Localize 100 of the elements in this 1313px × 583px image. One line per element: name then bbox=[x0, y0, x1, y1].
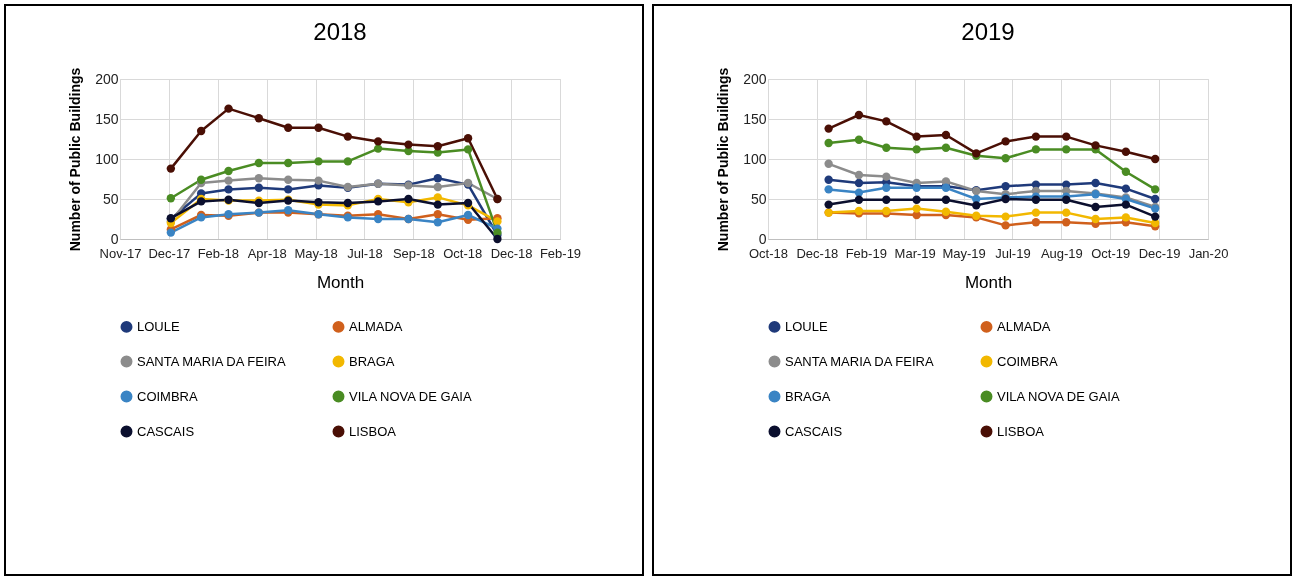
point bbox=[283, 123, 292, 132]
point bbox=[1031, 145, 1041, 154]
point bbox=[1091, 202, 1100, 212]
point bbox=[941, 195, 951, 204]
point bbox=[223, 104, 233, 113]
point bbox=[433, 182, 442, 192]
legend-label: LOULE bbox=[136, 318, 180, 334]
legend-label: CASCAIS bbox=[136, 423, 194, 439]
x-tick-label: Oct-18 bbox=[748, 245, 789, 261]
y-tick-label: 50 bbox=[750, 190, 767, 207]
point bbox=[223, 166, 233, 176]
point bbox=[882, 117, 891, 126]
point bbox=[912, 145, 921, 154]
legend-label: VILA NOVA DE GAIA bbox=[997, 388, 1120, 404]
legend-label: LISBOA bbox=[348, 423, 396, 439]
point bbox=[196, 126, 205, 136]
x-tick-label: Oct-19 bbox=[1091, 245, 1131, 261]
point bbox=[824, 175, 833, 184]
x-tick-label: Oct-18 bbox=[442, 245, 482, 261]
point bbox=[1001, 221, 1010, 230]
x-tick-label: Jul-19 bbox=[995, 245, 1031, 261]
point bbox=[972, 201, 981, 210]
point bbox=[433, 218, 442, 227]
point bbox=[463, 210, 472, 220]
x-tick-label: Aug-19 bbox=[1040, 245, 1083, 261]
point bbox=[254, 174, 263, 183]
point bbox=[254, 114, 263, 123]
point bbox=[1151, 185, 1160, 194]
point bbox=[403, 194, 413, 204]
point bbox=[1121, 213, 1131, 222]
point bbox=[196, 175, 205, 184]
point bbox=[166, 164, 175, 173]
x-tick-label: Apr-18 bbox=[247, 245, 287, 261]
x-tick-label: Jul-18 bbox=[346, 245, 383, 261]
y-tick-label: 0 bbox=[110, 230, 119, 247]
legend-label: SANTA MARIA DA FEIRA bbox=[136, 353, 286, 369]
point bbox=[1062, 145, 1071, 154]
point bbox=[912, 195, 921, 204]
point bbox=[1091, 178, 1100, 188]
point bbox=[313, 123, 323, 132]
x-tick-label: Feb-18 bbox=[197, 245, 239, 261]
point bbox=[941, 207, 951, 216]
y-tick-label: 100 bbox=[94, 150, 119, 167]
point bbox=[1151, 154, 1160, 164]
point bbox=[1151, 194, 1160, 204]
point bbox=[824, 200, 833, 209]
point bbox=[343, 157, 352, 166]
point bbox=[912, 204, 921, 213]
point bbox=[283, 185, 292, 194]
point bbox=[283, 175, 292, 184]
point bbox=[854, 195, 864, 204]
point bbox=[1091, 214, 1100, 224]
legend-label: BRAGA bbox=[785, 388, 831, 404]
point bbox=[403, 140, 413, 149]
x-tick-label: Sep-18 bbox=[392, 245, 435, 261]
y-tick-label: 200 bbox=[94, 70, 119, 87]
point bbox=[433, 210, 442, 219]
point bbox=[1121, 184, 1131, 193]
point bbox=[882, 195, 891, 204]
x-tick-label: Dec-19 bbox=[1138, 245, 1181, 261]
point bbox=[882, 172, 891, 181]
y-tick-label: 150 bbox=[743, 110, 767, 127]
point bbox=[433, 193, 442, 202]
point bbox=[254, 158, 263, 168]
point bbox=[373, 137, 382, 146]
point bbox=[912, 132, 921, 141]
point bbox=[1121, 167, 1131, 176]
legend-label: CASCAIS bbox=[785, 423, 843, 439]
point bbox=[463, 134, 472, 143]
legend-label: SANTA MARIA DA FEIRA bbox=[785, 353, 934, 369]
point bbox=[492, 234, 502, 244]
legend-label: COIMBRA bbox=[136, 388, 198, 404]
point bbox=[941, 143, 951, 152]
point bbox=[433, 174, 442, 183]
point bbox=[854, 170, 864, 180]
point bbox=[1001, 212, 1010, 221]
point bbox=[1091, 141, 1100, 150]
legend-label: VILA NOVA DE GAIA bbox=[348, 388, 472, 404]
point bbox=[1121, 200, 1131, 209]
point bbox=[373, 144, 382, 153]
point bbox=[854, 178, 864, 188]
x-axis-title: Month bbox=[964, 272, 1013, 292]
x-tick-label: Dec-18 bbox=[796, 245, 839, 261]
y-tick-label: 100 bbox=[743, 150, 767, 167]
point bbox=[433, 142, 442, 151]
chart-title: 2018 bbox=[312, 18, 367, 46]
point bbox=[854, 135, 864, 144]
point bbox=[313, 157, 323, 166]
point bbox=[1031, 132, 1041, 141]
x-tick-label: Dec-17 bbox=[147, 245, 190, 261]
point bbox=[1121, 147, 1131, 156]
point bbox=[254, 183, 263, 192]
point bbox=[1151, 212, 1160, 221]
point bbox=[313, 176, 323, 185]
legend-label: BRAGA bbox=[348, 353, 395, 369]
x-tick-label: May-19 bbox=[942, 245, 986, 261]
y-tick-label: 200 bbox=[743, 70, 767, 87]
x-tick-label: Nov-17 bbox=[99, 245, 141, 261]
x-tick-label: May-18 bbox=[293, 245, 338, 261]
point bbox=[1001, 154, 1010, 163]
